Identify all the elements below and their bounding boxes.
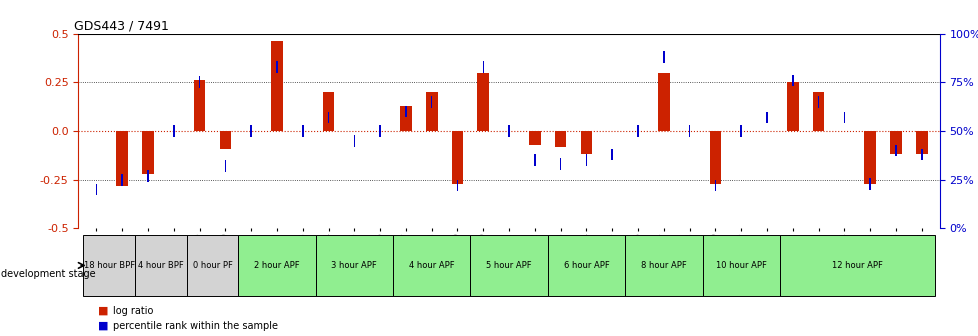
Bar xyxy=(580,131,592,155)
Text: 18 hour BPF: 18 hour BPF xyxy=(84,261,135,270)
FancyBboxPatch shape xyxy=(548,235,625,296)
Bar xyxy=(224,160,226,172)
Bar xyxy=(116,131,128,185)
Bar xyxy=(250,125,251,137)
FancyBboxPatch shape xyxy=(392,235,469,296)
Bar xyxy=(96,184,97,195)
Text: 5 hour APF: 5 hour APF xyxy=(486,261,531,270)
Text: ■: ■ xyxy=(98,306,109,316)
Bar xyxy=(889,131,901,155)
FancyBboxPatch shape xyxy=(469,235,548,296)
FancyBboxPatch shape xyxy=(625,235,702,296)
Bar xyxy=(714,180,716,192)
Bar xyxy=(662,51,664,63)
Bar xyxy=(864,131,875,184)
Bar xyxy=(843,112,844,123)
FancyBboxPatch shape xyxy=(83,235,135,296)
Bar xyxy=(353,135,355,146)
Text: 2 hour APF: 2 hour APF xyxy=(254,261,299,270)
Bar xyxy=(868,178,870,190)
Text: 4 hour APF: 4 hour APF xyxy=(409,261,454,270)
Bar xyxy=(425,92,437,131)
Text: log ratio: log ratio xyxy=(112,306,153,316)
Text: 0 hour PF: 0 hour PF xyxy=(193,261,232,270)
FancyBboxPatch shape xyxy=(187,235,238,296)
Text: percentile rank within the sample: percentile rank within the sample xyxy=(112,321,278,331)
Bar xyxy=(894,145,896,156)
Bar xyxy=(528,131,540,145)
Bar xyxy=(915,131,926,155)
Text: 4 hour BPF: 4 hour BPF xyxy=(138,261,184,270)
Bar xyxy=(482,61,483,73)
Bar xyxy=(508,125,510,137)
Bar xyxy=(199,77,200,88)
Bar xyxy=(611,149,612,160)
Bar xyxy=(817,96,819,108)
FancyBboxPatch shape xyxy=(315,235,392,296)
Bar xyxy=(786,82,798,131)
Bar xyxy=(585,155,587,166)
Bar xyxy=(323,92,333,131)
Bar xyxy=(276,61,278,73)
Bar xyxy=(457,180,458,192)
FancyBboxPatch shape xyxy=(779,235,934,296)
FancyBboxPatch shape xyxy=(702,235,779,296)
FancyBboxPatch shape xyxy=(135,235,187,296)
Text: 12 hour APF: 12 hour APF xyxy=(831,261,882,270)
Bar xyxy=(173,125,174,137)
Text: development stage: development stage xyxy=(1,269,96,279)
Bar xyxy=(147,170,149,182)
Bar xyxy=(451,131,463,184)
Bar xyxy=(121,174,123,185)
Text: 6 hour APF: 6 hour APF xyxy=(563,261,608,270)
Bar xyxy=(400,106,412,131)
Text: ■: ■ xyxy=(98,321,109,331)
Bar xyxy=(739,125,741,137)
Bar xyxy=(812,92,823,131)
FancyBboxPatch shape xyxy=(238,235,315,296)
Bar xyxy=(534,155,535,166)
Bar xyxy=(430,96,432,108)
Bar xyxy=(920,149,921,160)
Bar xyxy=(559,158,560,170)
Bar xyxy=(657,73,669,131)
Bar xyxy=(637,125,639,137)
Text: GDS443 / 7491: GDS443 / 7491 xyxy=(74,19,169,33)
Bar xyxy=(301,125,303,137)
Bar xyxy=(378,125,380,137)
Bar xyxy=(142,131,154,174)
Bar xyxy=(791,75,793,86)
Bar xyxy=(555,131,566,146)
Text: 8 hour APF: 8 hour APF xyxy=(641,261,686,270)
Bar xyxy=(194,80,205,131)
Bar xyxy=(271,41,283,131)
Bar xyxy=(405,106,406,117)
Bar xyxy=(219,131,231,149)
Text: 3 hour APF: 3 hour APF xyxy=(332,261,377,270)
Bar xyxy=(328,112,329,123)
Text: 10 hour APF: 10 hour APF xyxy=(715,261,766,270)
Bar xyxy=(766,112,767,123)
Bar xyxy=(709,131,721,184)
Bar xyxy=(477,73,489,131)
